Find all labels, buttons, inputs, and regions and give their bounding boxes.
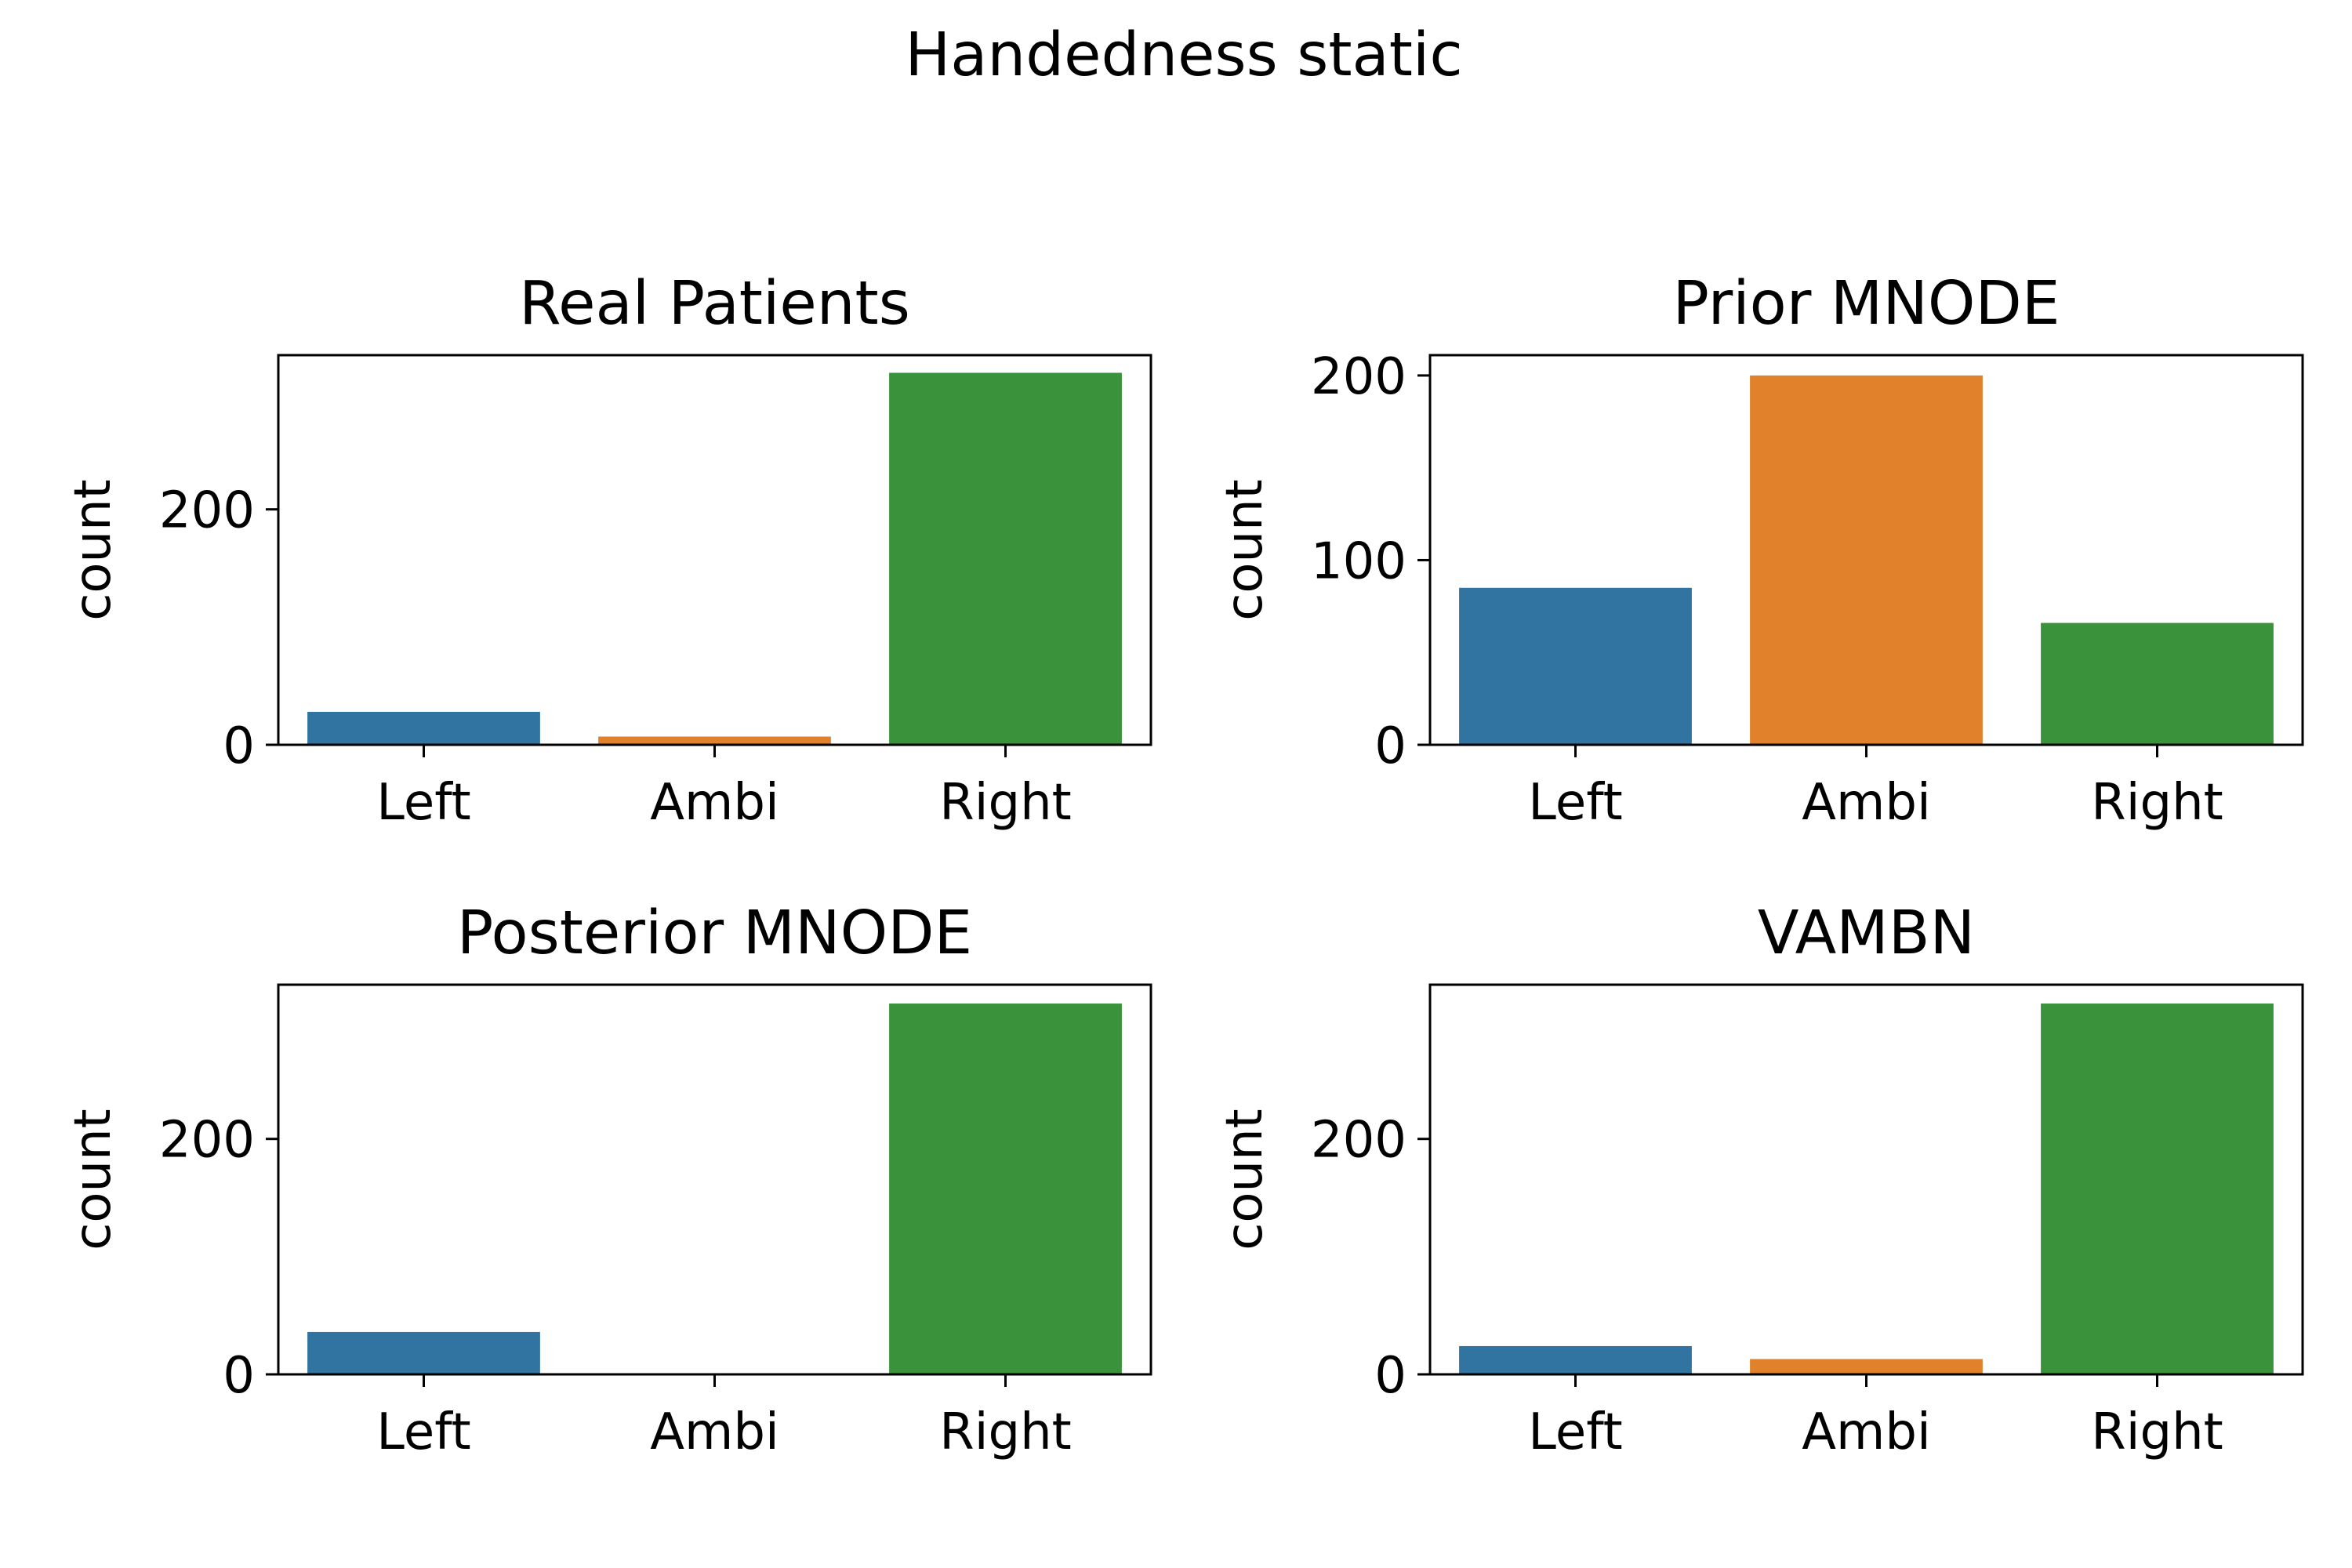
axes-frame bbox=[1428, 354, 2304, 746]
figure-title: Handedness static bbox=[905, 20, 1462, 90]
bar-left bbox=[1459, 587, 1692, 745]
y-axis-label: count bbox=[1216, 479, 1274, 621]
subplot-2: Prior MNODE Left Ambi Right 0 100 200 count bbox=[1216, 269, 2304, 832]
y-tick-label: 200 bbox=[159, 482, 255, 540]
x-tick-label: Left bbox=[376, 774, 470, 832]
x-tick-label: Right bbox=[939, 774, 1072, 832]
x-tick-label: Left bbox=[376, 1403, 470, 1461]
subplot-3: Posterior MNODE Left Ambi Right 0 200 count bbox=[64, 898, 1152, 1461]
subplot-title: Real Patients bbox=[519, 269, 910, 339]
subplot-title: VAMBN bbox=[1758, 898, 1975, 968]
bar-ambi bbox=[598, 736, 831, 745]
subplot-4: VAMBN Left Ambi Right 0 200 count bbox=[1216, 898, 2304, 1461]
x-tick-label: Ambi bbox=[650, 1403, 779, 1461]
x-tick-label: Ambi bbox=[1802, 1403, 1931, 1461]
bar-right bbox=[889, 1004, 1122, 1374]
y-tick-label: 0 bbox=[1374, 717, 1406, 775]
bar-left bbox=[307, 711, 540, 745]
subplot-title: Prior MNODE bbox=[1673, 269, 2060, 339]
y-tick-label: 100 bbox=[1311, 532, 1406, 590]
y-axis-label: count bbox=[1216, 1109, 1274, 1250]
x-tick-label: Right bbox=[2091, 1403, 2223, 1461]
bar-left bbox=[1459, 1345, 1692, 1374]
axes-frame bbox=[277, 354, 1152, 746]
axes-frame bbox=[1428, 983, 2304, 1376]
subplot-1: Real Patients Left Ambi Right 0 200 count bbox=[64, 269, 1152, 832]
bar-right bbox=[2041, 622, 2274, 745]
y-tick-label: 0 bbox=[223, 1347, 255, 1405]
bar-right bbox=[889, 372, 1122, 745]
x-tick-label: Ambi bbox=[1802, 774, 1931, 832]
bar-ambi bbox=[1750, 375, 1983, 745]
y-tick-label: 0 bbox=[1374, 1347, 1406, 1405]
y-axis-label: count bbox=[64, 479, 122, 621]
y-tick-label: 0 bbox=[223, 717, 255, 775]
y-tick-label: 200 bbox=[1311, 1112, 1406, 1170]
y-axis-label: count bbox=[64, 1109, 122, 1250]
x-tick-label: Right bbox=[2091, 774, 2223, 832]
bar-left bbox=[307, 1331, 540, 1374]
bar-ambi bbox=[1750, 1359, 1983, 1374]
axes-frame bbox=[277, 983, 1152, 1376]
x-tick-label: Ambi bbox=[650, 774, 779, 832]
x-tick-label: Left bbox=[1528, 774, 1622, 832]
y-tick-label: 200 bbox=[159, 1112, 255, 1170]
x-tick-label: Left bbox=[1528, 1403, 1622, 1461]
y-tick-label: 200 bbox=[1311, 348, 1406, 406]
subplot-title: Posterior MNODE bbox=[457, 898, 972, 968]
bar-right bbox=[2041, 1004, 2274, 1374]
x-tick-label: Right bbox=[939, 1403, 1072, 1461]
